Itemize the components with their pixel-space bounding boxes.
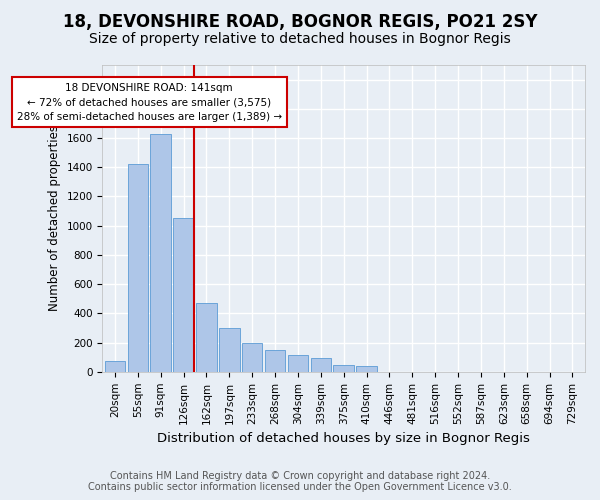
Bar <box>311 358 331 372</box>
Y-axis label: Number of detached properties: Number of detached properties <box>48 126 61 312</box>
Bar <box>242 344 262 372</box>
Bar <box>219 328 239 372</box>
Bar <box>287 355 308 372</box>
Bar <box>334 364 354 372</box>
Bar <box>151 134 171 372</box>
Bar <box>173 218 194 372</box>
Bar <box>104 361 125 372</box>
Text: 18 DEVONSHIRE ROAD: 141sqm
← 72% of detached houses are smaller (3,575)
28% of s: 18 DEVONSHIRE ROAD: 141sqm ← 72% of deta… <box>17 82 282 122</box>
Text: Size of property relative to detached houses in Bognor Regis: Size of property relative to detached ho… <box>89 32 511 46</box>
Text: Contains HM Land Registry data © Crown copyright and database right 2024.
Contai: Contains HM Land Registry data © Crown c… <box>88 471 512 492</box>
Bar <box>356 366 377 372</box>
Bar <box>128 164 148 372</box>
X-axis label: Distribution of detached houses by size in Bognor Regis: Distribution of detached houses by size … <box>157 432 530 445</box>
Bar <box>265 350 286 372</box>
Bar <box>196 303 217 372</box>
Text: 18, DEVONSHIRE ROAD, BOGNOR REGIS, PO21 2SY: 18, DEVONSHIRE ROAD, BOGNOR REGIS, PO21 … <box>63 12 537 30</box>
